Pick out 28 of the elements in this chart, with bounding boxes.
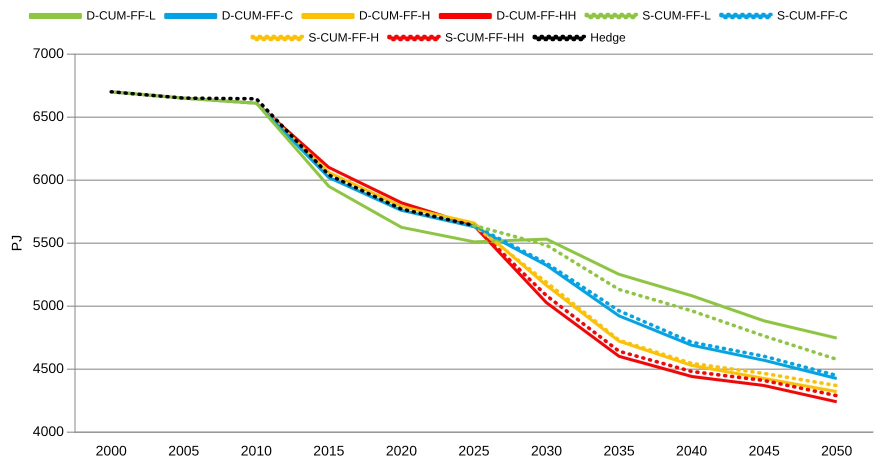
x-tick-label: 2000: [96, 442, 127, 458]
y-tick-label: 7000: [32, 44, 64, 61]
x-tick-label: 2040: [676, 442, 708, 458]
legend-label: D-CUM-FF-L: [86, 8, 156, 22]
x-tick-label: 2030: [530, 442, 562, 458]
x-tick-label: 2035: [603, 442, 635, 458]
x-tick-label: 2010: [240, 442, 272, 458]
legend-label: Hedge: [590, 30, 626, 44]
y-tick-label: 6000: [32, 170, 64, 187]
y-tick-label: 4500: [32, 360, 64, 376]
legend-label: S-CUM-FF-L: [642, 8, 712, 22]
legend-label: S-CUM-FF-HH: [444, 30, 524, 44]
x-tick-label: 2020: [386, 442, 418, 458]
x-tick-label: 2050: [821, 442, 853, 458]
y-tick-label: 5500: [32, 234, 64, 250]
x-tick-label: 2045: [748, 442, 780, 458]
y-tick-label: 4000: [32, 423, 64, 440]
legend-label: D-CUM-FF-HH: [496, 8, 576, 22]
legend-label: S-CUM-FF-C: [776, 8, 848, 22]
legend-label: S-CUM-FF-H: [308, 30, 379, 44]
x-tick-label: 2015: [313, 442, 345, 458]
x-tick-label: 2025: [458, 442, 490, 458]
x-tick-label: 2005: [168, 442, 200, 458]
y-axis-title: PJ: [8, 234, 24, 252]
y-tick-label: 6500: [32, 108, 64, 124]
legend-label: D-CUM-FF-H: [359, 8, 430, 22]
legend-label: D-CUM-FF-C: [222, 8, 294, 22]
y-tick-label: 5000: [32, 296, 64, 313]
